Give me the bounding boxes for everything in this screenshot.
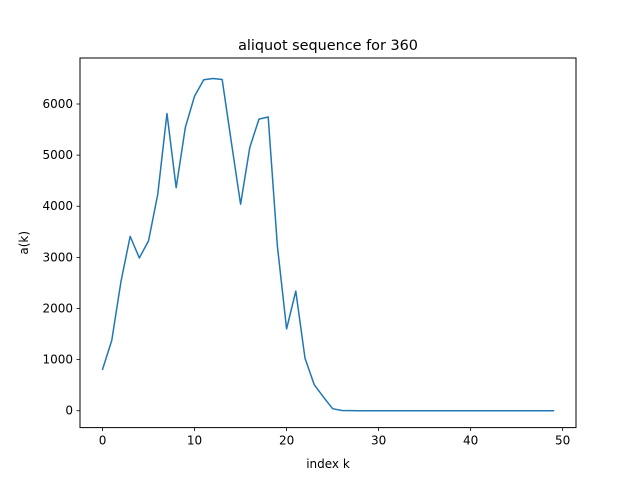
y-tick-label: 4000 bbox=[42, 199, 73, 213]
chart-title: aliquot sequence for 360 bbox=[238, 38, 418, 54]
y-tick-label: 3000 bbox=[42, 250, 73, 264]
y-tick-label: 5000 bbox=[42, 148, 73, 162]
y-axis: 0 1000 2000 3000 4000 5000 6000 bbox=[42, 97, 80, 418]
series-line bbox=[101, 77, 555, 412]
axes-frame bbox=[79, 57, 577, 429]
x-tick-label: 50 bbox=[555, 434, 570, 448]
x-axis: 0 10 20 30 40 50 bbox=[99, 427, 570, 448]
x-axis-label: index k bbox=[306, 457, 350, 471]
x-tick-label: 30 bbox=[371, 434, 386, 448]
y-tick-label: 0 bbox=[65, 404, 73, 418]
x-tick-label: 10 bbox=[187, 434, 202, 448]
plot-area bbox=[79, 57, 577, 429]
y-tick-label: 2000 bbox=[42, 301, 73, 315]
x-tick-label: 20 bbox=[279, 434, 294, 448]
x-tick-label: 0 bbox=[99, 434, 107, 448]
y-axis-label: a(k) bbox=[17, 231, 31, 255]
x-tick-label: 40 bbox=[463, 434, 478, 448]
y-tick-label: 1000 bbox=[42, 353, 73, 367]
y-tick-label: 6000 bbox=[42, 97, 73, 111]
